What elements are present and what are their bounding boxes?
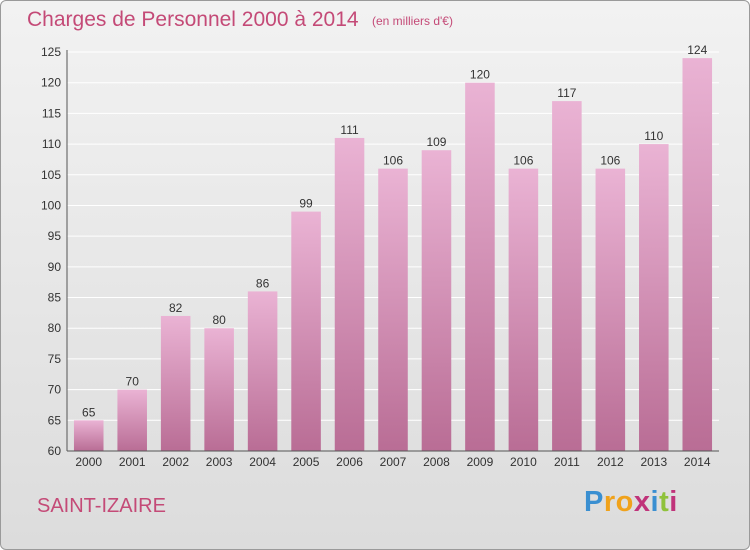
- y-tick-label: 90: [48, 260, 62, 274]
- data-label: 109: [426, 135, 446, 149]
- bars: [73, 58, 713, 452]
- logo-letter: i: [669, 486, 678, 518]
- x-tick-label: 2014: [684, 455, 711, 469]
- x-tick-label: 2010: [510, 455, 537, 469]
- x-tick-label: 2011: [554, 455, 580, 469]
- axes: 60 65 70 75 80 85 90 95 100 105 110 115 120 125 2000 20…: [41, 45, 719, 469]
- bar-2005: [291, 211, 321, 451]
- y-tick-label: 125: [41, 45, 61, 59]
- logo-letter: t: [659, 486, 670, 518]
- data-label: 111: [340, 123, 359, 137]
- bar-2013: [639, 144, 669, 452]
- x-tick-label: 2009: [467, 455, 494, 469]
- x-tick-label: 2003: [206, 455, 233, 469]
- bar-2007: [378, 168, 408, 451]
- bar-2011: [552, 101, 582, 451]
- x-tick-label: 2005: [293, 455, 320, 469]
- bar-2009: [465, 82, 495, 451]
- y-tick-label: 65: [48, 413, 62, 427]
- bar-2010: [508, 168, 539, 451]
- y-tick-label: 75: [48, 352, 62, 366]
- x-tick-label: 2013: [640, 455, 667, 469]
- y-tick-label: 60: [48, 444, 62, 458]
- x-tick-label: 2001: [119, 455, 146, 469]
- data-label: 117: [557, 86, 576, 100]
- data-label: 82: [169, 301, 183, 315]
- data-label: 80: [212, 313, 226, 327]
- bar-2004: [247, 291, 278, 451]
- x-tick-label: 2004: [249, 455, 276, 469]
- data-label: 106: [600, 154, 620, 168]
- data-label: 120: [470, 68, 490, 82]
- unit-label: (en milliers d'€): [372, 14, 453, 28]
- data-label: 106: [513, 154, 533, 168]
- bar-2012: [595, 168, 626, 451]
- data-labels: 65 70 82 80 86 99 111 106 109 120 106 117 106 110 124: [82, 43, 708, 419]
- data-label: 99: [299, 197, 313, 211]
- city-name: SAINT-IZAIRE: [37, 495, 166, 517]
- x-tick-label: 2000: [75, 455, 102, 469]
- y-tick-label: 70: [48, 383, 62, 397]
- bar-2006: [334, 137, 365, 451]
- y-tick-label: 100: [41, 198, 61, 212]
- data-label: 110: [644, 129, 663, 143]
- x-tick-label: 2008: [423, 455, 450, 469]
- y-tick-label: 110: [42, 137, 61, 151]
- logo-letter: o: [615, 486, 634, 518]
- logo-letter: r: [603, 486, 616, 518]
- logo-letter: x: [633, 486, 651, 518]
- data-label: 86: [256, 276, 270, 290]
- y-tick-label: 85: [48, 291, 62, 305]
- bar-2002: [160, 315, 191, 451]
- chart-title: Charges de Personnel 2000 à 2014: [27, 8, 359, 31]
- bar-2008: [421, 150, 452, 451]
- bar-2001: [117, 389, 147, 451]
- bar-2000: [73, 420, 104, 451]
- x-tick-label: 2012: [597, 455, 624, 469]
- x-tick-label: 2006: [336, 455, 363, 469]
- data-label: 124: [687, 43, 707, 57]
- data-label: 65: [82, 405, 96, 419]
- data-label: 70: [126, 375, 140, 389]
- x-tick-label: 2002: [162, 455, 189, 469]
- y-tick-label: 120: [41, 76, 61, 90]
- logo-letter: P: [584, 486, 604, 518]
- y-tick-label: 105: [41, 168, 61, 182]
- y-tick-label: 80: [48, 321, 62, 335]
- x-tick-label: 2007: [380, 455, 407, 469]
- proxiti-logo: Proxiti: [584, 486, 678, 519]
- y-tick-label: 115: [42, 106, 61, 120]
- y-tick-label: 95: [48, 229, 62, 243]
- bar-2003: [204, 328, 234, 451]
- logo-letter: i: [650, 486, 660, 518]
- data-label: 106: [383, 154, 403, 168]
- bar-2014: [682, 58, 713, 452]
